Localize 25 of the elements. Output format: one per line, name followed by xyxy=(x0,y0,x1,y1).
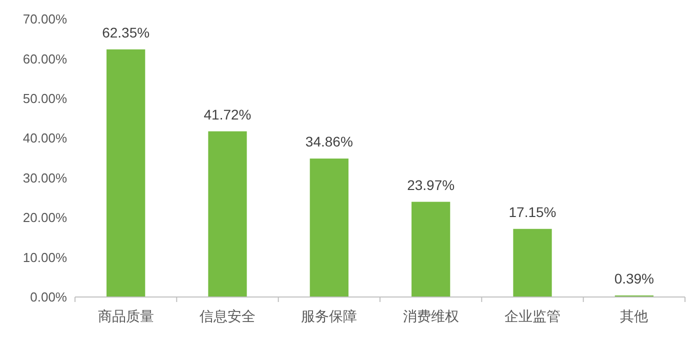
y-tick-label: 60.00% xyxy=(22,51,68,66)
data-label: 23.97% xyxy=(407,176,455,193)
y-tick-label: 40.00% xyxy=(22,130,68,146)
data-label: 0.39% xyxy=(614,270,654,286)
y-tick-label: 30.00% xyxy=(22,170,68,186)
bar xyxy=(412,202,450,297)
y-tick-label: 0.00% xyxy=(30,290,68,305)
y-tick-label: 50.00% xyxy=(22,90,68,106)
x-tick-label: 消费维权 xyxy=(402,308,459,324)
bar xyxy=(208,131,247,297)
data-label: 62.35% xyxy=(102,24,150,40)
x-tick-label: 企业监管 xyxy=(504,308,560,324)
bar xyxy=(513,228,552,297)
y-tick-label: 20.00% xyxy=(22,210,68,226)
y-tick-label: 70.00% xyxy=(22,12,68,27)
bar xyxy=(310,158,348,297)
x-tick-label: 其他 xyxy=(620,308,648,324)
x-tick-label: 商品质量 xyxy=(98,308,154,324)
data-label: 34.86% xyxy=(305,134,353,150)
bar xyxy=(106,49,146,297)
x-tick-label: 服务保障 xyxy=(301,308,358,324)
data-label: 17.15% xyxy=(508,204,556,220)
y-tick-label: 10.00% xyxy=(22,250,68,265)
data-label: 41.72% xyxy=(204,106,252,122)
x-tick-label: 信息安全 xyxy=(200,308,256,324)
